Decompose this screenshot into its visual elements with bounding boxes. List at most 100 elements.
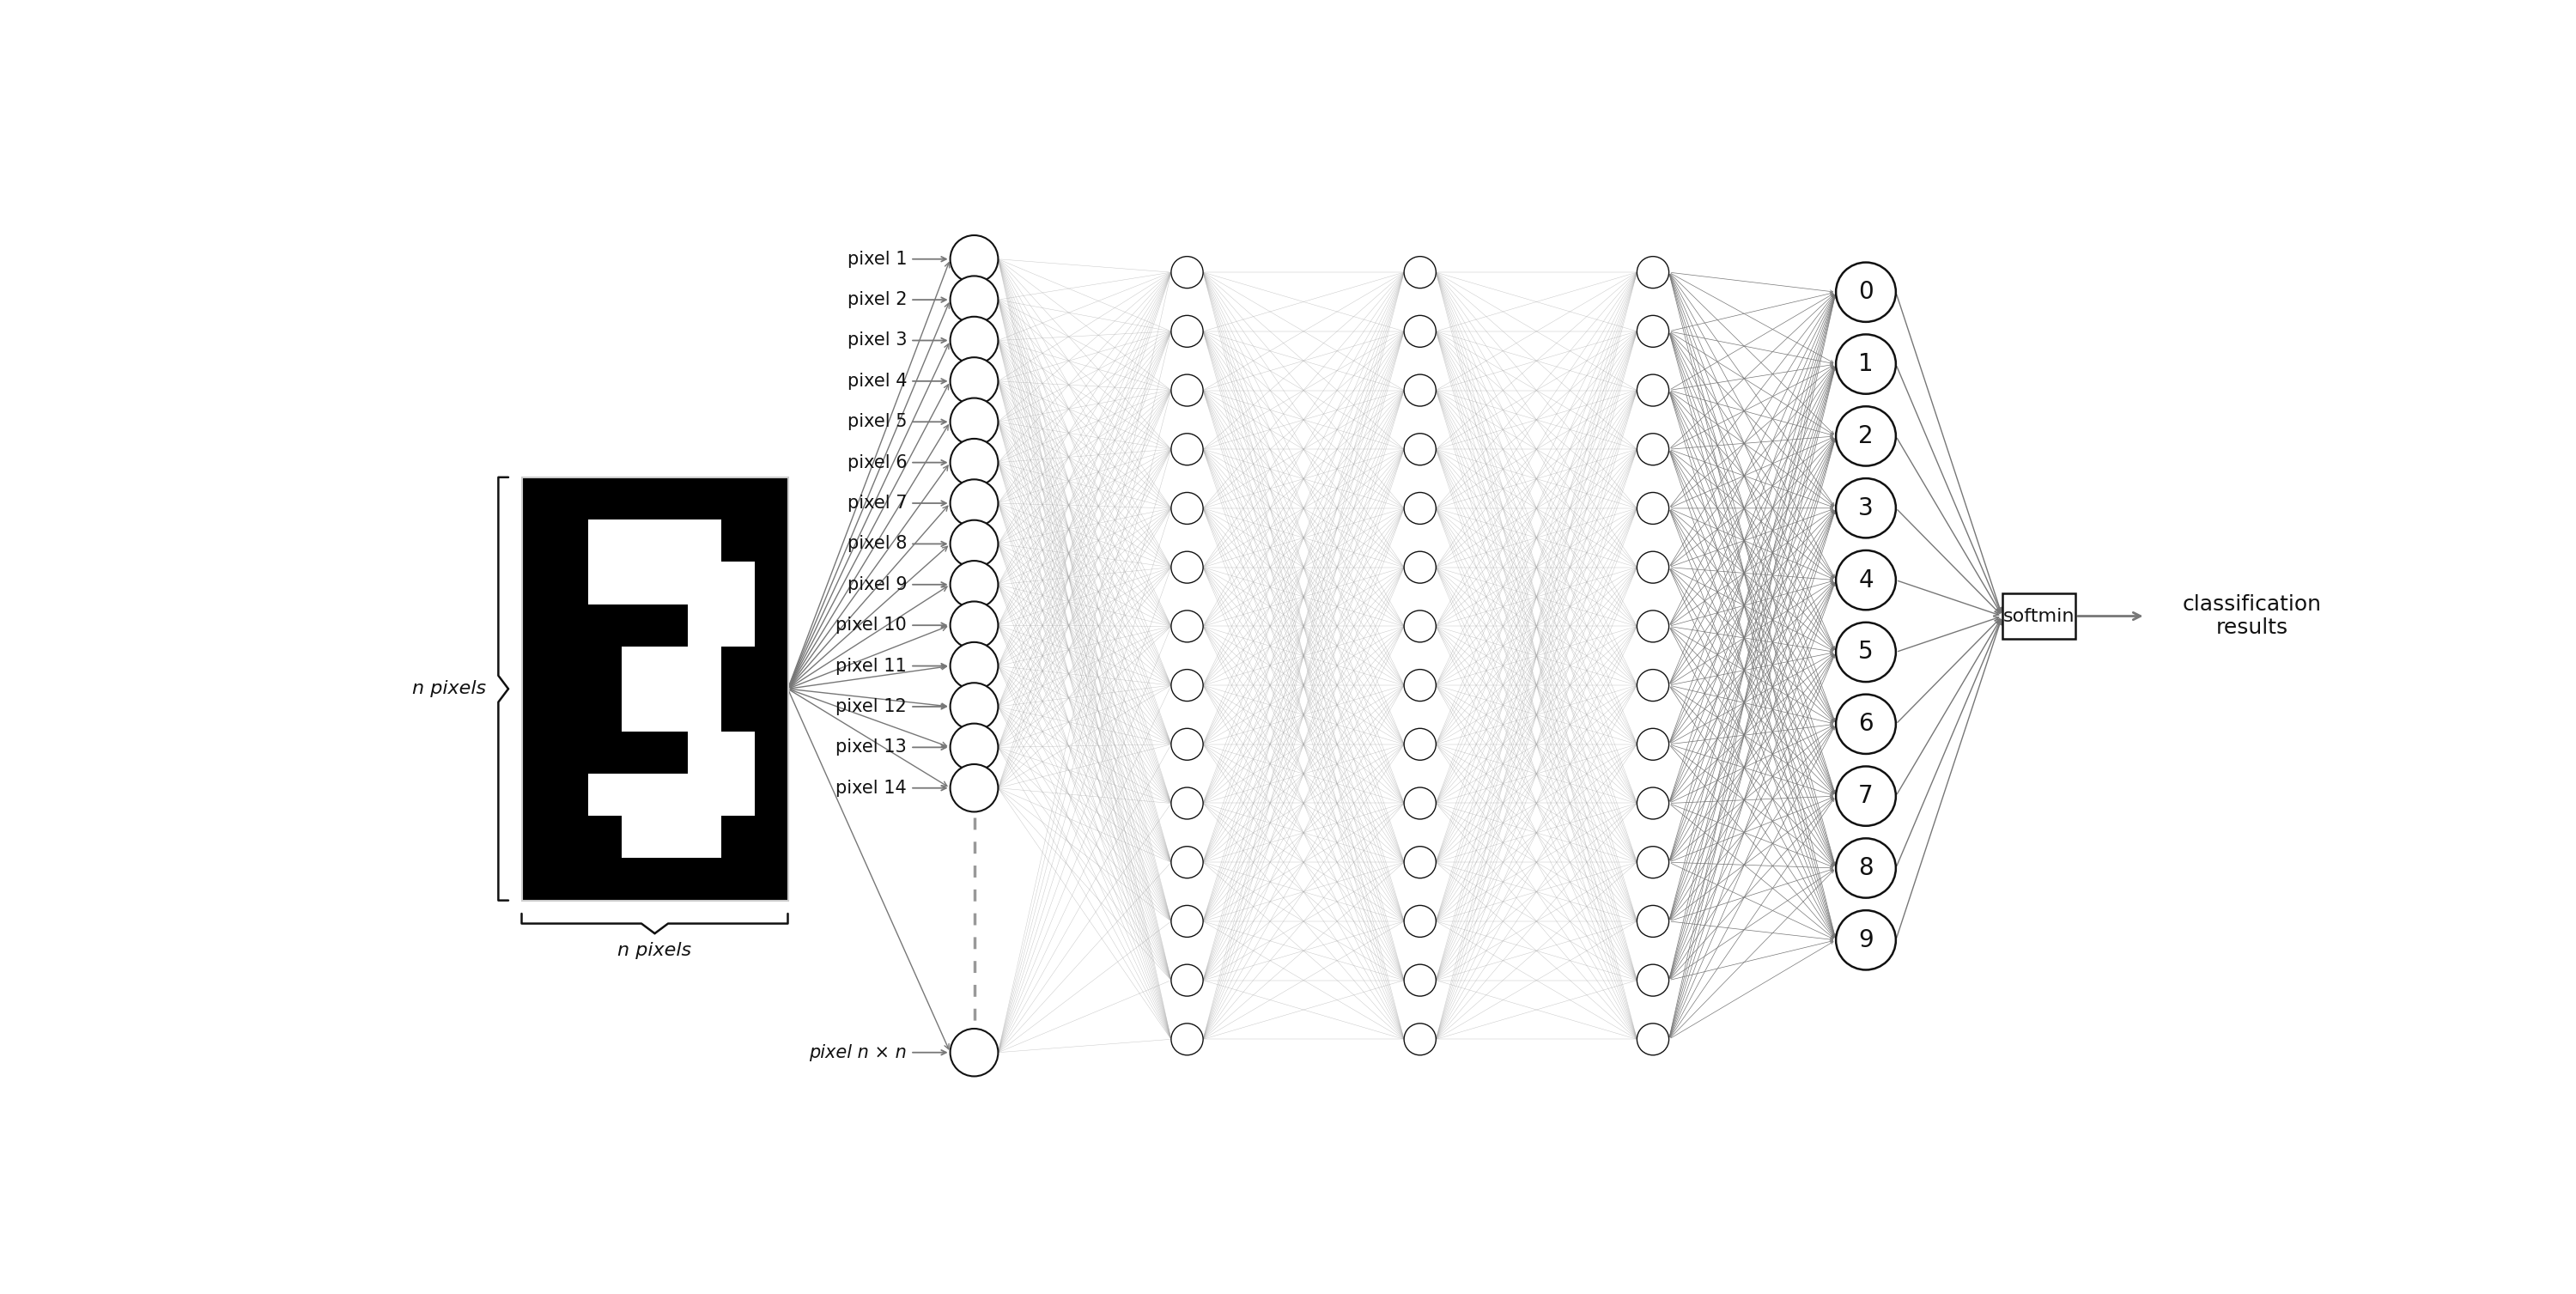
Circle shape (1837, 622, 1896, 682)
Circle shape (1837, 406, 1896, 466)
Text: 2: 2 (1857, 424, 1873, 448)
Text: pixel 1: pixel 1 (848, 251, 907, 268)
FancyBboxPatch shape (688, 520, 721, 562)
Text: pixel 2: pixel 2 (848, 291, 907, 308)
FancyBboxPatch shape (654, 562, 688, 604)
FancyBboxPatch shape (621, 520, 654, 562)
FancyBboxPatch shape (721, 604, 755, 647)
FancyBboxPatch shape (621, 774, 654, 815)
Circle shape (1636, 788, 1669, 819)
Text: pixel 7: pixel 7 (848, 494, 907, 512)
Circle shape (1404, 964, 1435, 996)
Circle shape (1172, 669, 1203, 701)
FancyBboxPatch shape (688, 604, 721, 647)
Circle shape (951, 276, 997, 324)
FancyBboxPatch shape (587, 562, 621, 604)
Circle shape (1636, 729, 1669, 760)
FancyBboxPatch shape (587, 774, 621, 815)
Text: 4: 4 (1857, 568, 1873, 593)
Circle shape (951, 399, 997, 445)
Circle shape (951, 642, 997, 690)
Text: 1: 1 (1857, 352, 1873, 377)
FancyBboxPatch shape (688, 562, 721, 604)
Circle shape (951, 683, 997, 730)
Circle shape (1172, 316, 1203, 347)
Circle shape (951, 439, 997, 487)
FancyBboxPatch shape (587, 520, 621, 562)
Text: pixel 11: pixel 11 (835, 657, 907, 674)
Circle shape (1636, 964, 1669, 996)
Circle shape (1837, 911, 1896, 969)
Circle shape (1404, 611, 1435, 642)
FancyBboxPatch shape (688, 647, 721, 688)
Text: pixel 4: pixel 4 (848, 373, 907, 389)
FancyBboxPatch shape (721, 562, 755, 604)
Circle shape (951, 602, 997, 650)
Circle shape (1404, 788, 1435, 819)
Circle shape (1636, 316, 1669, 347)
Circle shape (951, 560, 997, 608)
FancyBboxPatch shape (654, 774, 688, 815)
Circle shape (1837, 695, 1896, 754)
Circle shape (951, 520, 997, 568)
Text: pixel 9: pixel 9 (848, 576, 907, 593)
Text: 9: 9 (1857, 928, 1873, 952)
Circle shape (1837, 263, 1896, 322)
FancyBboxPatch shape (621, 562, 654, 604)
Text: n pixels: n pixels (412, 681, 487, 697)
Circle shape (1404, 729, 1435, 760)
FancyBboxPatch shape (688, 774, 721, 815)
Circle shape (1172, 788, 1203, 819)
Text: pixel 14: pixel 14 (835, 779, 907, 797)
FancyBboxPatch shape (621, 647, 654, 688)
Text: pixel 13: pixel 13 (835, 739, 907, 756)
Circle shape (1636, 374, 1669, 406)
Circle shape (1837, 479, 1896, 538)
Text: n pixels: n pixels (618, 942, 693, 959)
FancyBboxPatch shape (688, 815, 721, 858)
Text: pixel 5: pixel 5 (848, 413, 907, 431)
Text: 8: 8 (1857, 857, 1873, 880)
Circle shape (951, 479, 997, 527)
Circle shape (1404, 551, 1435, 584)
Circle shape (951, 723, 997, 771)
Circle shape (1404, 374, 1435, 406)
Circle shape (951, 1029, 997, 1077)
Circle shape (951, 765, 997, 811)
Circle shape (1172, 433, 1203, 465)
FancyBboxPatch shape (688, 688, 721, 731)
Circle shape (1172, 906, 1203, 937)
Text: pixel 3: pixel 3 (848, 331, 907, 349)
Circle shape (1837, 839, 1896, 898)
Circle shape (1837, 550, 1896, 609)
Circle shape (1636, 256, 1669, 289)
Circle shape (1837, 766, 1896, 826)
Circle shape (1172, 846, 1203, 879)
FancyBboxPatch shape (2002, 593, 2076, 639)
Circle shape (1404, 256, 1435, 289)
FancyBboxPatch shape (688, 731, 721, 774)
Circle shape (1404, 669, 1435, 701)
Circle shape (1172, 964, 1203, 996)
Circle shape (1636, 611, 1669, 642)
Circle shape (1636, 846, 1669, 879)
Circle shape (1636, 906, 1669, 937)
FancyBboxPatch shape (520, 477, 788, 901)
Circle shape (1837, 334, 1896, 393)
Circle shape (1404, 433, 1435, 465)
Text: pixel 6: pixel 6 (848, 454, 907, 471)
Circle shape (1172, 256, 1203, 289)
Text: pixel 12: pixel 12 (835, 697, 907, 716)
Text: pixel n × n: pixel n × n (809, 1044, 907, 1061)
Circle shape (1404, 906, 1435, 937)
Text: softmin: softmin (2004, 607, 2074, 625)
FancyBboxPatch shape (654, 815, 688, 858)
Circle shape (1172, 729, 1203, 760)
Text: pixel 8: pixel 8 (848, 536, 907, 553)
Text: classification
results: classification results (2182, 594, 2321, 638)
Circle shape (1172, 1024, 1203, 1055)
Text: 7: 7 (1857, 784, 1873, 809)
Text: 6: 6 (1857, 712, 1873, 736)
Circle shape (1636, 433, 1669, 465)
Circle shape (1172, 551, 1203, 584)
